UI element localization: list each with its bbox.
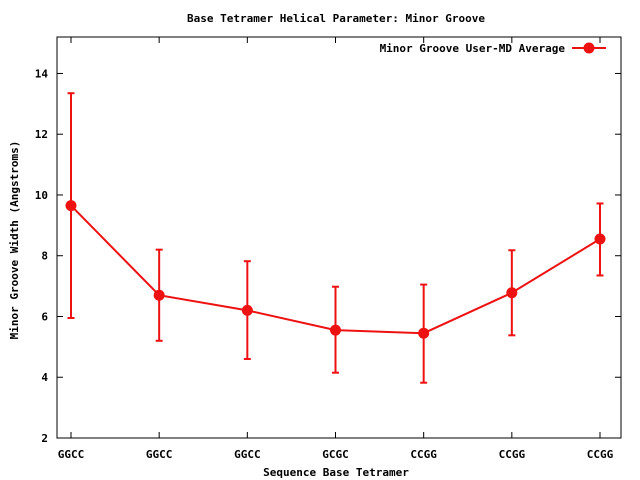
x-tick-label: CCGG [499,448,526,461]
y-tick-label: 14 [35,67,49,80]
x-axis: GGCC GGCC GGCC GCGC CCGG CCGG CCGG [58,37,614,461]
data-point [241,304,253,316]
y-tick-label: 8 [41,250,48,263]
y-axis: 2 4 6 8 10 12 14 [35,67,621,445]
y-tick-label: 12 [35,128,48,141]
legend-label: Minor Groove User-MD Average [380,42,566,55]
data-point [330,324,341,336]
chart-title: Base Tetramer Helical Parameter: Minor G… [187,12,485,25]
x-tick-label: GGCC [146,448,173,461]
x-tick-label: CCGG [410,448,437,461]
legend: Minor Groove User-MD Average [380,42,606,55]
data-point [65,200,77,212]
x-tick-label: CCGG [587,448,614,461]
y-tick-label: 6 [41,310,48,323]
data-point [418,327,430,339]
data-point [594,233,606,245]
x-tick-label: GGCC [234,448,261,461]
data-point [506,287,518,299]
legend-marker [583,42,595,54]
data-points [65,200,606,339]
x-axis-label: Sequence Base Tetramer [263,466,409,479]
x-tick-label: GGCC [58,448,85,461]
y-tick-label: 2 [41,432,48,445]
x-tick-label: GCGC [322,448,349,461]
y-axis-label: Minor Groove Width (Angstroms) [8,141,21,340]
y-tick-label: 4 [41,371,48,384]
data-point [153,289,165,301]
y-tick-label: 10 [35,189,48,202]
error-bars [67,92,604,384]
plot-area-frame [56,36,622,439]
